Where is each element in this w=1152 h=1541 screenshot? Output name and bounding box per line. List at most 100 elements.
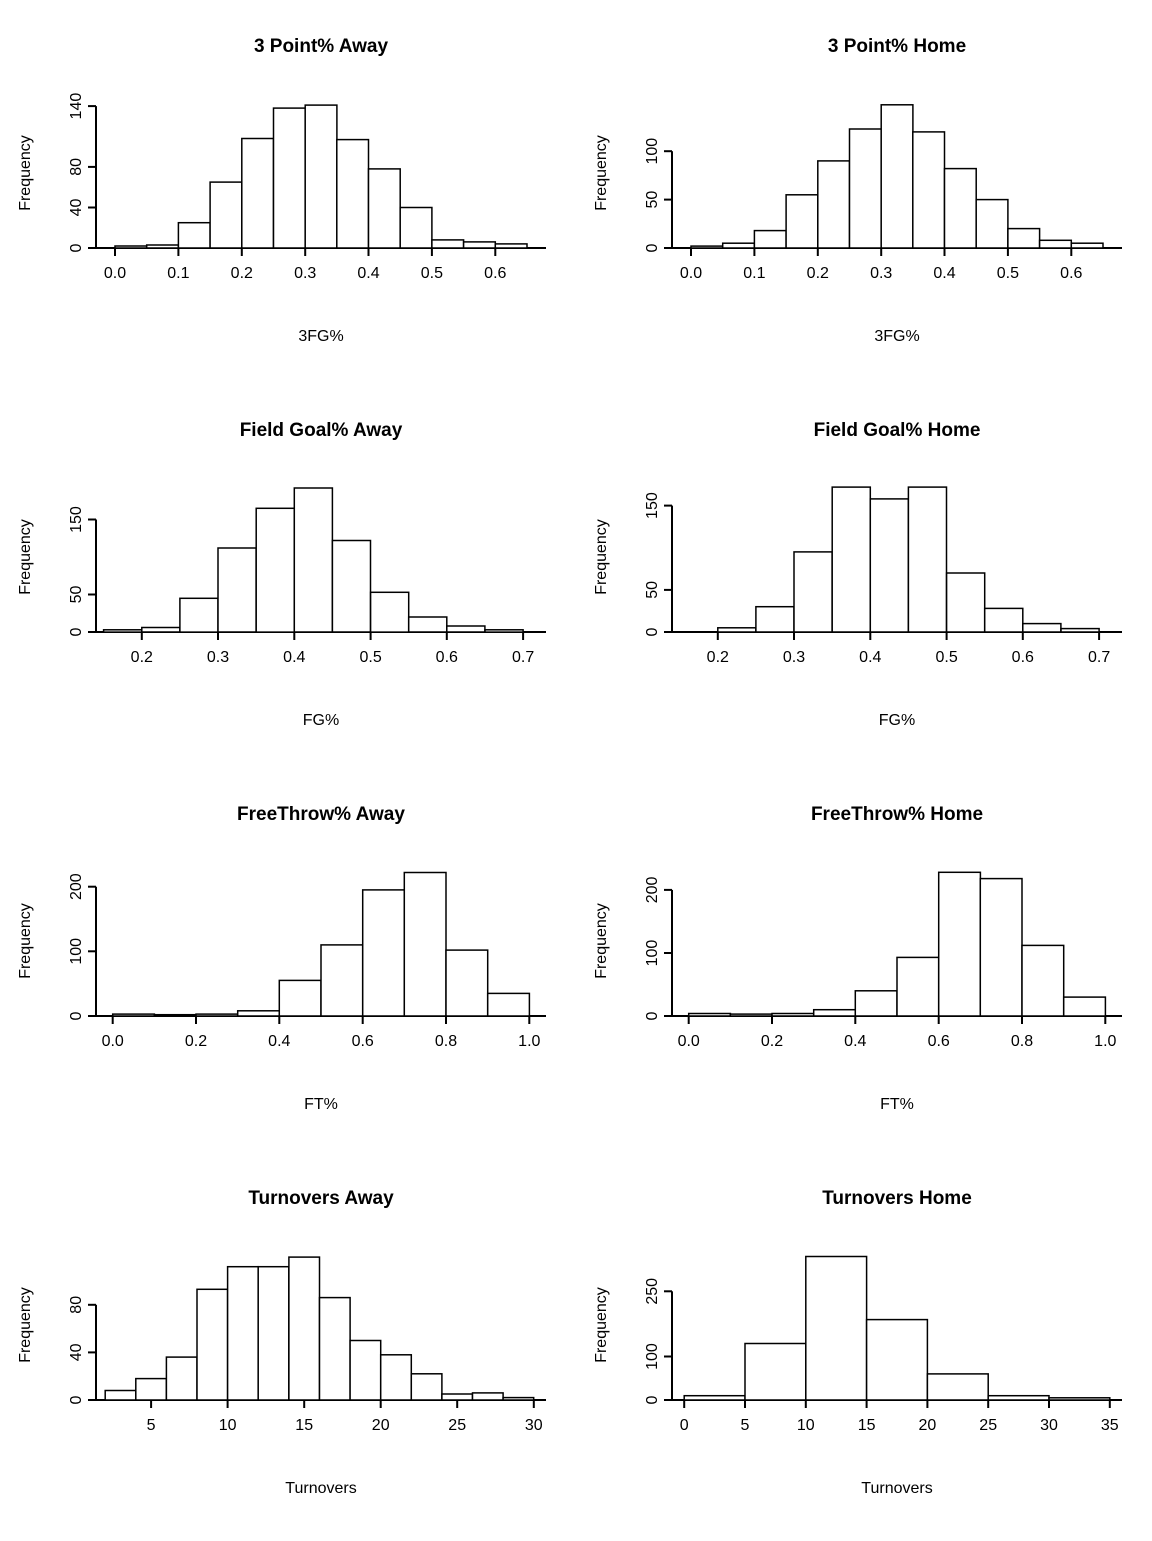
chart-turnovers-away: Turnovers Away Turnovers Frequency 5 10 15 20 2… xyxy=(0,1152,576,1536)
svg-text:10: 10 xyxy=(219,1417,237,1434)
svg-text:100: 100 xyxy=(644,138,661,165)
chart-free-throw-pct-home: FreeThrow% Home FT% Frequency 0.0 0.2 0.4 0.6 0… xyxy=(576,768,1152,1152)
svg-text:Field Goal% Away: Field Goal% Away xyxy=(240,420,403,441)
svg-text:30: 30 xyxy=(525,1417,543,1434)
svg-text:0.0: 0.0 xyxy=(104,265,126,282)
svg-text:0.3: 0.3 xyxy=(870,265,892,282)
svg-text:0.0: 0.0 xyxy=(678,1033,700,1050)
svg-text:0: 0 xyxy=(680,1417,689,1434)
svg-text:5: 5 xyxy=(741,1417,750,1434)
svg-text:Turnovers Away: Turnovers Away xyxy=(248,1188,394,1209)
svg-text:0.1: 0.1 xyxy=(167,265,189,282)
svg-text:0.3: 0.3 xyxy=(207,649,229,666)
svg-text:0.5: 0.5 xyxy=(359,649,381,666)
svg-text:140: 140 xyxy=(68,93,85,120)
svg-text:250: 250 xyxy=(644,1278,661,1305)
svg-text:Turnovers Home: Turnovers Home xyxy=(822,1188,972,1209)
svg-text:Frequency: Frequency xyxy=(17,135,34,211)
svg-text:Frequency: Frequency xyxy=(593,1287,610,1363)
chart-field-goal-pct-away: Field Goal% Away FG% Frequency 0.2 0.3 0.4 0.5… xyxy=(0,384,576,768)
svg-text:0.2: 0.2 xyxy=(707,649,729,666)
svg-text:FT%: FT% xyxy=(304,1096,338,1113)
svg-text:Frequency: Frequency xyxy=(593,519,610,595)
svg-text:80: 80 xyxy=(68,158,85,176)
svg-text:20: 20 xyxy=(372,1417,390,1434)
svg-text:0.4: 0.4 xyxy=(268,1033,290,1050)
svg-text:0.4: 0.4 xyxy=(859,649,881,666)
svg-text:3FG%: 3FG% xyxy=(874,328,919,345)
svg-text:80: 80 xyxy=(68,1296,85,1314)
svg-text:0.2: 0.2 xyxy=(231,265,253,282)
svg-text:3 Point% Home: 3 Point% Home xyxy=(828,36,966,57)
svg-text:0.0: 0.0 xyxy=(680,265,702,282)
svg-text:FreeThrow% Home: FreeThrow% Home xyxy=(811,804,983,825)
svg-text:Frequency: Frequency xyxy=(593,135,610,211)
svg-text:FG%: FG% xyxy=(303,712,339,729)
svg-text:Frequency: Frequency xyxy=(593,903,610,979)
svg-text:0.8: 0.8 xyxy=(1011,1033,1033,1050)
svg-text:50: 50 xyxy=(644,191,661,209)
svg-text:30: 30 xyxy=(1040,1417,1058,1434)
svg-text:0.6: 0.6 xyxy=(352,1033,374,1050)
svg-text:Frequency: Frequency xyxy=(17,519,34,595)
svg-text:0.3: 0.3 xyxy=(783,649,805,666)
svg-text:0.6: 0.6 xyxy=(1012,649,1034,666)
histogram-svg: Turnovers Home Turnovers Frequency 0 5 10 15 20… xyxy=(593,1188,1122,1497)
svg-text:Frequency: Frequency xyxy=(17,1287,34,1363)
svg-text:Field Goal% Home: Field Goal% Home xyxy=(814,420,981,441)
svg-text:0: 0 xyxy=(68,1395,85,1404)
svg-text:200: 200 xyxy=(68,873,85,900)
svg-text:0: 0 xyxy=(644,627,661,636)
svg-text:0.2: 0.2 xyxy=(131,649,153,666)
svg-text:0: 0 xyxy=(644,1011,661,1020)
svg-text:3FG%: 3FG% xyxy=(298,328,343,345)
svg-text:0: 0 xyxy=(68,243,85,252)
svg-text:0.4: 0.4 xyxy=(844,1033,866,1050)
svg-text:0: 0 xyxy=(644,243,661,252)
svg-text:1.0: 1.0 xyxy=(1094,1033,1116,1050)
svg-text:0.0: 0.0 xyxy=(102,1033,124,1050)
svg-text:100: 100 xyxy=(644,940,661,967)
chart-turnovers-home: Turnovers Home Turnovers Frequency 0 5 10 15 20… xyxy=(576,1152,1152,1536)
svg-text:0.5: 0.5 xyxy=(935,649,957,666)
svg-text:15: 15 xyxy=(858,1417,876,1434)
histogram-svg: 3 Point% Home 3FG% Frequency 0.0 0.1 0.2 0.3 0.… xyxy=(593,36,1122,345)
svg-text:FT%: FT% xyxy=(880,1096,914,1113)
svg-text:150: 150 xyxy=(644,492,661,519)
svg-text:20: 20 xyxy=(919,1417,937,1434)
svg-text:0.2: 0.2 xyxy=(761,1033,783,1050)
svg-text:100: 100 xyxy=(68,938,85,965)
svg-text:0.3: 0.3 xyxy=(294,265,316,282)
svg-text:FreeThrow% Away: FreeThrow% Away xyxy=(237,804,405,825)
svg-text:1.0: 1.0 xyxy=(518,1033,540,1050)
svg-text:0.2: 0.2 xyxy=(807,265,829,282)
histogram-svg: FreeThrow% Away FT% Frequency 0.0 0.2 0.4 0.6 0… xyxy=(17,804,546,1113)
svg-text:3 Point% Away: 3 Point% Away xyxy=(254,36,389,57)
svg-text:0.7: 0.7 xyxy=(512,649,534,666)
svg-text:40: 40 xyxy=(68,199,85,217)
svg-text:150: 150 xyxy=(68,506,85,533)
svg-text:0.7: 0.7 xyxy=(1088,649,1110,666)
svg-text:0.6: 0.6 xyxy=(928,1033,950,1050)
svg-text:0: 0 xyxy=(68,1011,85,1020)
chart-3-point-pct-away: 3 Point% Away 3FG% Frequency 0.0 0.1 0.2 0.3 0.… xyxy=(0,0,576,384)
histogram-svg: Field Goal% Away FG% Frequency 0.2 0.3 0.4 0.5… xyxy=(17,420,546,729)
svg-text:0.6: 0.6 xyxy=(436,649,458,666)
svg-text:10: 10 xyxy=(797,1417,815,1434)
chart-3-point-pct-home: 3 Point% Home 3FG% Frequency 0.0 0.1 0.2 0.3 0.… xyxy=(576,0,1152,384)
svg-text:0.8: 0.8 xyxy=(435,1033,457,1050)
svg-text:0.5: 0.5 xyxy=(421,265,443,282)
svg-text:0.6: 0.6 xyxy=(1060,265,1082,282)
svg-text:35: 35 xyxy=(1101,1417,1119,1434)
svg-text:100: 100 xyxy=(644,1343,661,1370)
svg-text:Turnovers: Turnovers xyxy=(861,1480,932,1497)
histogram-svg: FreeThrow% Home FT% Frequency 0.0 0.2 0.4 0.6 0… xyxy=(593,804,1122,1113)
svg-text:0.4: 0.4 xyxy=(357,265,379,282)
chart-free-throw-pct-away: FreeThrow% Away FT% Frequency 0.0 0.2 0.4 0.6 0… xyxy=(0,768,576,1152)
svg-text:0.2: 0.2 xyxy=(185,1033,207,1050)
svg-text:200: 200 xyxy=(644,876,661,903)
svg-text:0.4: 0.4 xyxy=(283,649,305,666)
svg-text:0.6: 0.6 xyxy=(484,265,506,282)
svg-text:25: 25 xyxy=(448,1417,466,1434)
